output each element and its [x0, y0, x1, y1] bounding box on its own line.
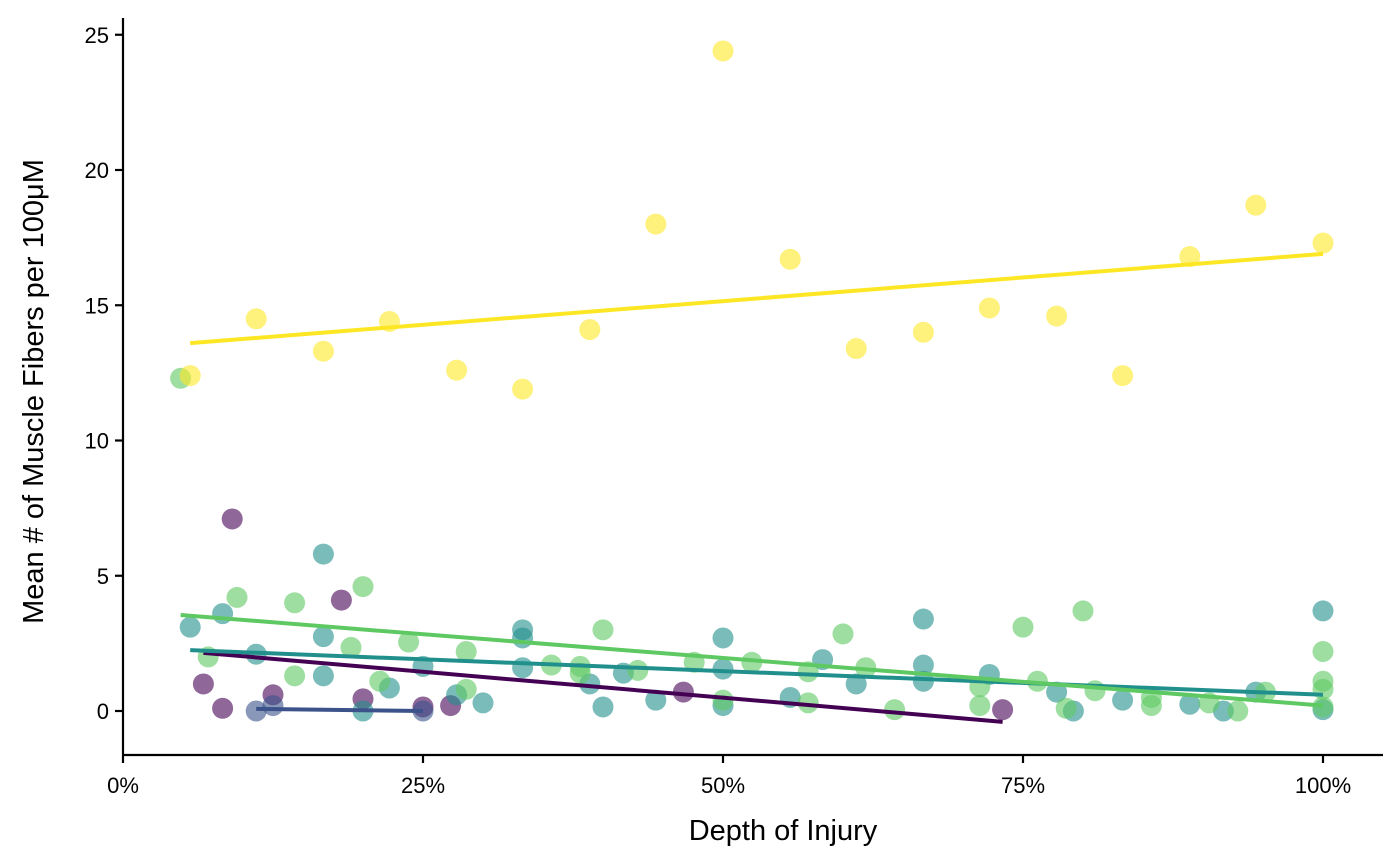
- data-point: [712, 689, 734, 711]
- data-point: [512, 627, 534, 649]
- data-point: [212, 697, 234, 719]
- data-point: [969, 695, 991, 717]
- data-point: [446, 359, 468, 381]
- data-point: [1245, 194, 1267, 216]
- data-point: [712, 40, 734, 62]
- data-point: [1312, 232, 1334, 254]
- data-point: [1179, 693, 1201, 715]
- data-point: [512, 378, 534, 400]
- data-point: [284, 665, 306, 687]
- data-point: [398, 631, 420, 653]
- x-tick-label: 100%: [1295, 773, 1351, 798]
- data-point: [1140, 695, 1162, 717]
- y-tick-label: 5: [97, 564, 109, 589]
- data-point: [592, 619, 614, 641]
- data-point: [340, 636, 362, 658]
- data-point: [284, 592, 306, 614]
- data-point: [797, 692, 819, 714]
- data-point: [1012, 616, 1034, 638]
- data-point: [455, 640, 477, 662]
- data-point: [712, 658, 734, 680]
- data-point: [221, 508, 243, 530]
- trend-line: [190, 251, 1324, 346]
- x-tick-label: 50%: [701, 773, 745, 798]
- data-point: [1112, 365, 1134, 387]
- data-point: [1312, 696, 1334, 718]
- trend-line: [256, 706, 424, 713]
- data-point: [1312, 600, 1334, 622]
- data-point: [912, 321, 934, 343]
- data-point: [912, 654, 934, 676]
- data-point: [312, 340, 334, 362]
- data-point: [1312, 640, 1334, 662]
- data-point: [472, 692, 494, 714]
- x-tick-label: 25%: [401, 773, 445, 798]
- data-point: [978, 297, 1000, 319]
- data-point: [192, 673, 214, 695]
- y-tick-label: 15: [85, 293, 109, 318]
- data-point: [312, 626, 334, 648]
- data-point: [832, 623, 854, 645]
- data-point: [912, 608, 934, 630]
- x-tick-label: 75%: [1001, 773, 1045, 798]
- y-tick-label: 20: [85, 158, 109, 183]
- data-point: [352, 576, 374, 598]
- data-point: [672, 681, 694, 703]
- data-point: [884, 699, 906, 721]
- data-point: [741, 651, 763, 673]
- data-point: [455, 678, 477, 700]
- data-point: [1112, 689, 1134, 711]
- data-point: [512, 657, 534, 679]
- data-point: [1055, 697, 1077, 719]
- x-axis-ticks: 0% 25% 50% 75% 100%: [107, 755, 1351, 798]
- data-point: [712, 627, 734, 649]
- x-tick-label: 0%: [107, 773, 139, 798]
- data-point: [312, 665, 334, 687]
- data-point: [1084, 680, 1106, 702]
- y-axis-title: Mean # of Muscle Fibers per 100μM: [18, 159, 50, 624]
- data-point: [245, 308, 267, 330]
- data-point: [179, 365, 201, 387]
- data-point: [579, 319, 601, 341]
- data-point: [627, 659, 649, 681]
- data-point: [212, 603, 234, 625]
- data-point: [330, 589, 352, 611]
- data-point: [245, 700, 267, 722]
- data-point: [779, 248, 801, 270]
- axes: [121, 18, 1383, 757]
- y-tick-label: 10: [85, 429, 109, 454]
- data-point: [845, 338, 867, 360]
- data-point: [226, 586, 248, 608]
- y-tick-label: 0: [97, 699, 109, 724]
- data-point: [1072, 600, 1094, 622]
- data-point: [312, 543, 334, 565]
- data-point: [1046, 305, 1068, 327]
- trend-line: [203, 650, 1003, 724]
- data-point: [845, 673, 867, 695]
- data-point: [262, 695, 284, 717]
- trend-line: [180, 612, 1324, 708]
- data-point: [1227, 700, 1249, 722]
- data-point: [179, 616, 201, 638]
- data-point: [369, 670, 391, 692]
- data-point: [645, 213, 667, 235]
- y-tick-label: 25: [85, 23, 109, 48]
- data-point: [992, 699, 1014, 721]
- y-axis-ticks: 0 5 10 15 20 25: [85, 23, 123, 724]
- points-layer: [170, 40, 1334, 722]
- data-point: [592, 696, 614, 718]
- trend-line: [190, 648, 1324, 697]
- trend-lines-layer: [180, 251, 1324, 724]
- data-point: [645, 689, 667, 711]
- x-axis-title: Depth of Injury: [689, 815, 878, 847]
- data-point: [1179, 246, 1201, 268]
